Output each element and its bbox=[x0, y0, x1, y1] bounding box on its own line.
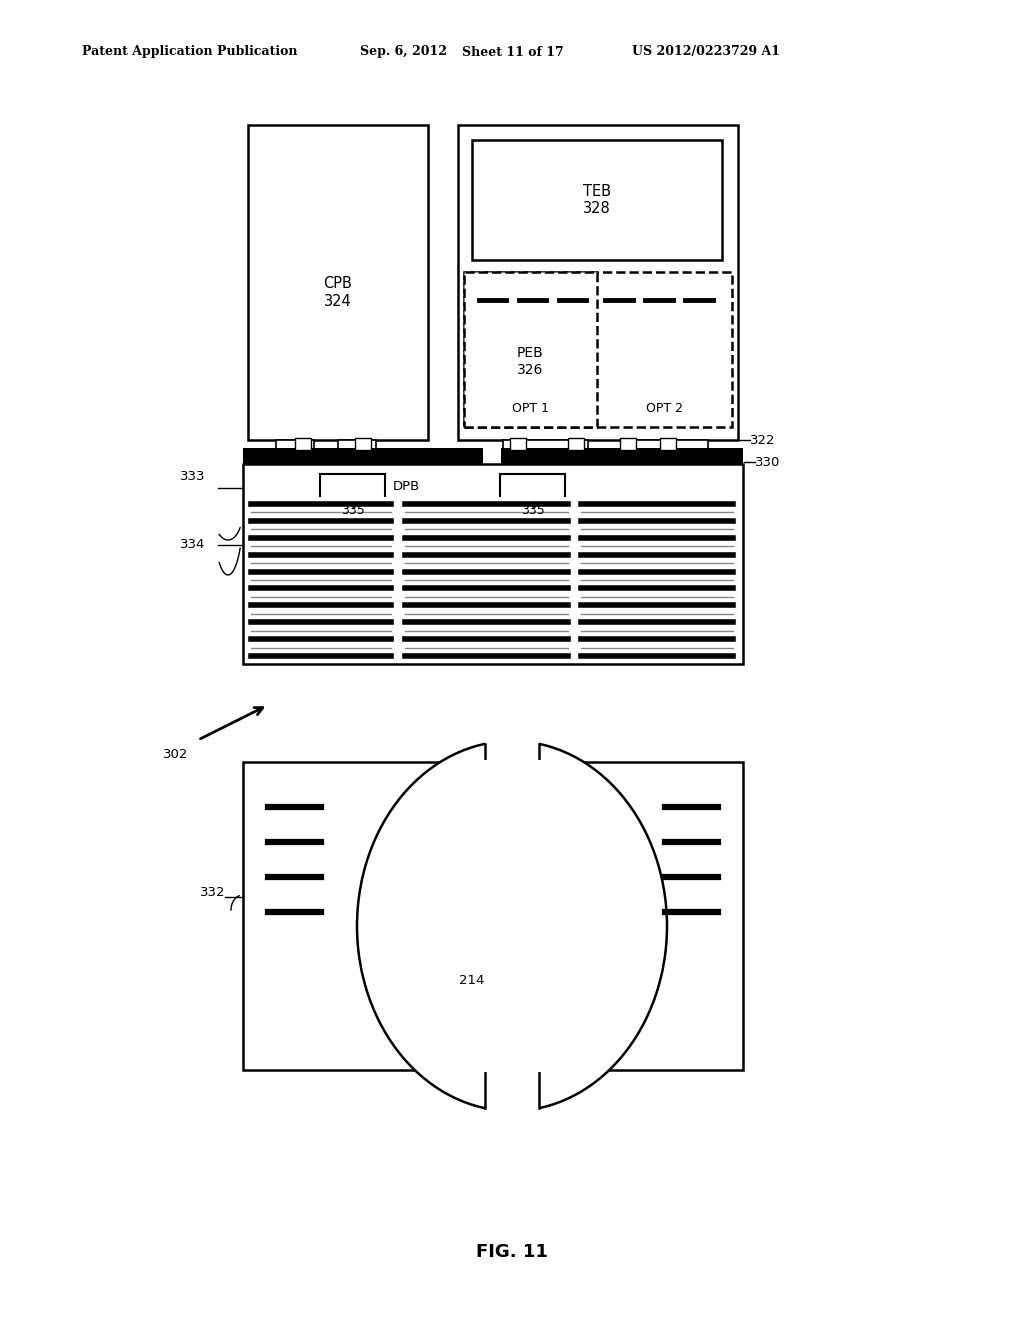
Text: 335: 335 bbox=[520, 503, 545, 516]
Ellipse shape bbox=[357, 741, 667, 1111]
Text: 334: 334 bbox=[179, 539, 205, 552]
Text: DPB: DPB bbox=[393, 480, 420, 494]
Bar bbox=[660, 438, 676, 450]
Bar bbox=[472, 140, 722, 260]
Text: Sep. 6, 2012: Sep. 6, 2012 bbox=[360, 45, 447, 58]
Bar bbox=[243, 465, 743, 664]
Bar bbox=[485, 741, 539, 762]
Bar bbox=[510, 438, 526, 450]
Bar bbox=[464, 272, 732, 426]
Bar bbox=[243, 762, 483, 1071]
Bar bbox=[503, 440, 588, 455]
Bar bbox=[485, 737, 539, 746]
Bar bbox=[276, 440, 314, 455]
Text: TEB
328: TEB 328 bbox=[583, 183, 611, 216]
Bar bbox=[620, 438, 636, 450]
Text: OPT 1: OPT 1 bbox=[512, 403, 549, 416]
Bar bbox=[295, 438, 311, 450]
Text: 330: 330 bbox=[755, 455, 780, 469]
Text: 333: 333 bbox=[179, 470, 205, 483]
Text: 322: 322 bbox=[750, 433, 775, 446]
Bar bbox=[248, 125, 428, 440]
Text: CPB
324: CPB 324 bbox=[324, 276, 352, 309]
Text: OPT 2: OPT 2 bbox=[646, 403, 683, 416]
Text: Patent Application Publication: Patent Application Publication bbox=[82, 45, 298, 58]
Bar bbox=[485, 1106, 539, 1115]
Bar bbox=[464, 272, 597, 426]
Text: PEB
326: PEB 326 bbox=[517, 346, 544, 376]
Bar bbox=[355, 438, 371, 450]
Bar bbox=[458, 125, 738, 440]
Bar bbox=[485, 1071, 539, 1111]
Bar bbox=[623, 440, 708, 455]
Text: 214: 214 bbox=[460, 974, 484, 987]
Bar bbox=[483, 446, 501, 465]
Bar bbox=[243, 447, 743, 465]
Text: US 2012/0223729 A1: US 2012/0223729 A1 bbox=[632, 45, 780, 58]
Text: 302: 302 bbox=[163, 748, 188, 762]
Bar bbox=[541, 762, 743, 1071]
Text: FIG. 11: FIG. 11 bbox=[476, 1243, 548, 1261]
Text: Sheet 11 of 17: Sheet 11 of 17 bbox=[462, 45, 564, 58]
Text: 332: 332 bbox=[200, 886, 225, 899]
Bar bbox=[568, 438, 584, 450]
Text: 335: 335 bbox=[341, 503, 365, 516]
Bar bbox=[338, 440, 376, 455]
